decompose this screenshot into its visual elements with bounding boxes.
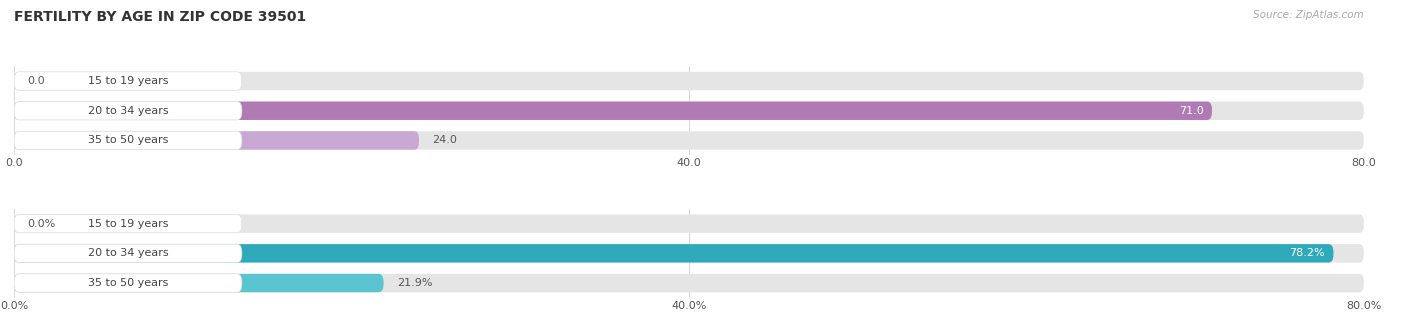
FancyBboxPatch shape xyxy=(14,244,1333,262)
Text: 71.0: 71.0 xyxy=(1178,106,1204,116)
FancyBboxPatch shape xyxy=(14,274,242,292)
FancyBboxPatch shape xyxy=(14,131,1364,150)
Text: Source: ZipAtlas.com: Source: ZipAtlas.com xyxy=(1253,10,1364,20)
Text: 0.0: 0.0 xyxy=(28,76,45,86)
Text: 21.9%: 21.9% xyxy=(396,278,433,288)
FancyBboxPatch shape xyxy=(14,102,1364,120)
Text: 78.2%: 78.2% xyxy=(1289,248,1324,258)
Text: 24.0: 24.0 xyxy=(433,135,457,145)
FancyBboxPatch shape xyxy=(14,214,242,233)
FancyBboxPatch shape xyxy=(14,274,384,292)
FancyBboxPatch shape xyxy=(14,214,1364,233)
Text: 15 to 19 years: 15 to 19 years xyxy=(87,76,169,86)
Text: 35 to 50 years: 35 to 50 years xyxy=(87,278,169,288)
Text: 20 to 34 years: 20 to 34 years xyxy=(87,106,169,116)
FancyBboxPatch shape xyxy=(14,72,242,90)
Text: 0.0%: 0.0% xyxy=(28,219,56,229)
FancyBboxPatch shape xyxy=(14,72,1364,90)
Text: 35 to 50 years: 35 to 50 years xyxy=(87,135,169,145)
FancyBboxPatch shape xyxy=(14,244,1364,262)
Text: FERTILITY BY AGE IN ZIP CODE 39501: FERTILITY BY AGE IN ZIP CODE 39501 xyxy=(14,10,307,24)
FancyBboxPatch shape xyxy=(14,102,242,120)
FancyBboxPatch shape xyxy=(14,131,419,150)
FancyBboxPatch shape xyxy=(14,274,1364,292)
FancyBboxPatch shape xyxy=(14,131,242,150)
FancyBboxPatch shape xyxy=(14,244,242,262)
Text: 20 to 34 years: 20 to 34 years xyxy=(87,248,169,258)
Text: 15 to 19 years: 15 to 19 years xyxy=(87,219,169,229)
FancyBboxPatch shape xyxy=(14,102,1212,120)
